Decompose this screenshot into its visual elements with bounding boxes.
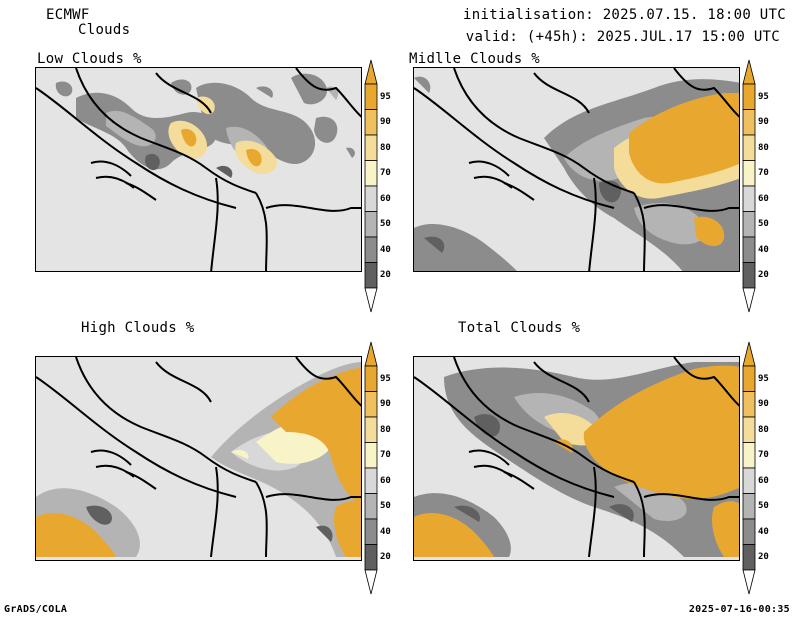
colorbar-segment xyxy=(364,109,378,136)
colorbar-graphic xyxy=(742,59,756,313)
colorbar-segment xyxy=(742,467,756,494)
colorbar-level-label: 90 xyxy=(380,399,391,410)
colorbar-level-label: 70 xyxy=(758,168,769,179)
colorbar-segment xyxy=(364,262,378,289)
colorbar-segment xyxy=(742,185,756,212)
colorbar-bottom-arrow xyxy=(742,569,756,595)
colorbar-segment xyxy=(742,365,756,392)
colorbar-segment xyxy=(742,493,756,520)
colorbar-level-label: 70 xyxy=(380,168,391,179)
colorbar-level-label: 20 xyxy=(758,552,769,563)
colorbar-level-label: 80 xyxy=(380,424,391,435)
colorbar-level-label: 60 xyxy=(380,475,391,486)
colorbar-segment xyxy=(364,416,378,443)
colorbar-segment xyxy=(742,544,756,571)
high-clouds-field xyxy=(36,357,361,557)
colorbar-segment xyxy=(364,211,378,238)
colorbar-level-label: 95 xyxy=(380,91,391,102)
colorbar-level-label: 95 xyxy=(758,373,769,384)
map-panel-middle-clouds xyxy=(413,67,740,272)
colorbar-segment xyxy=(742,391,756,418)
colorbar-graphic xyxy=(742,341,756,595)
colorbar-segment xyxy=(364,442,378,469)
colorbar-top-arrow xyxy=(364,341,378,367)
map-panel-high-clouds xyxy=(35,356,362,561)
product-name: Clouds xyxy=(78,22,131,38)
colorbar-level-label: 60 xyxy=(380,193,391,204)
colorbar-level-label: 70 xyxy=(758,450,769,461)
colorbar-segment xyxy=(364,493,378,520)
colorbar-bottom-arrow xyxy=(364,287,378,313)
colorbar-segment xyxy=(742,134,756,161)
colorbar-level-label: 20 xyxy=(380,270,391,281)
colorbar-level-label: 40 xyxy=(758,526,769,537)
colorbar-segment xyxy=(364,365,378,392)
colorbar-level-label: 20 xyxy=(380,552,391,563)
colorbar-segment xyxy=(742,236,756,263)
colorbar-level-label: 50 xyxy=(380,219,391,230)
colorbar-level-label: 50 xyxy=(380,501,391,512)
colorbar-segment xyxy=(742,262,756,289)
init-time: initialisation: 2025.07.15. 18:00 UTC xyxy=(463,7,786,23)
map-panel-total-clouds xyxy=(413,356,740,561)
colorbar-level-label: 70 xyxy=(380,450,391,461)
colorbar-top-arrow xyxy=(742,341,756,367)
colorbar-level-label: 80 xyxy=(380,142,391,153)
colorbar-level-label: 80 xyxy=(758,142,769,153)
colorbar-middle: 95 90 80 70 60 50 40 20 xyxy=(742,59,782,313)
colorbar-segment xyxy=(742,518,756,545)
colorbar-low: 95 90 80 70 60 50 40 20 xyxy=(364,59,404,313)
colorbar-segment xyxy=(742,211,756,238)
colorbar-graphic xyxy=(364,59,378,313)
colorbar-segment xyxy=(742,442,756,469)
colorbar-level-label: 60 xyxy=(758,193,769,204)
colorbar-level-label: 90 xyxy=(758,399,769,410)
footer-left-credit: GrADS/COLA xyxy=(4,604,68,615)
colorbar-level-label: 40 xyxy=(380,526,391,537)
colorbar-level-label: 20 xyxy=(758,270,769,281)
colorbar-level-label: 95 xyxy=(380,373,391,384)
colorbar-level-label: 50 xyxy=(758,219,769,230)
colorbar-segment xyxy=(742,160,756,187)
colorbar-segment xyxy=(364,518,378,545)
model-name: ECMWF xyxy=(46,7,90,23)
colorbar-bottom-arrow xyxy=(742,287,756,313)
colorbar-segment xyxy=(742,83,756,110)
colorbar-level-label: 40 xyxy=(758,244,769,255)
panel-title-total: Total Clouds % xyxy=(458,320,581,336)
colorbar-level-label: 40 xyxy=(380,244,391,255)
colorbar-level-label: 90 xyxy=(758,117,769,128)
colorbar-level-label: 90 xyxy=(380,117,391,128)
colorbar-segment xyxy=(364,83,378,110)
colorbar-high: 95 90 80 70 60 50 40 20 xyxy=(364,341,404,595)
colorbar-top-arrow xyxy=(742,59,756,85)
total-clouds-field xyxy=(414,357,739,557)
colorbar-top-arrow xyxy=(364,59,378,85)
low-clouds-field xyxy=(36,68,361,271)
colorbar-segment xyxy=(364,134,378,161)
colorbar-level-label: 95 xyxy=(758,91,769,102)
colorbar-segment xyxy=(364,391,378,418)
colorbar-segment xyxy=(742,416,756,443)
panel-title-low: Low Clouds % xyxy=(37,51,142,67)
colorbar-level-label: 50 xyxy=(758,501,769,512)
colorbar-segment xyxy=(364,467,378,494)
footer-right-timestamp: 2025-07-16-00:35 xyxy=(688,604,790,615)
colorbar-segment xyxy=(364,160,378,187)
colorbar-segment xyxy=(742,109,756,136)
valid-time: valid: (+45h): 2025.JUL.17 15:00 UTC xyxy=(465,29,780,45)
panel-title-high: High Clouds % xyxy=(81,320,195,336)
colorbar-bottom-arrow xyxy=(364,569,378,595)
colorbar-segment xyxy=(364,185,378,212)
colorbar-total: 95 90 80 70 60 50 40 20 xyxy=(742,341,782,595)
colorbar-level-label: 80 xyxy=(758,424,769,435)
colorbar-level-label: 60 xyxy=(758,475,769,486)
map-panel-low-clouds xyxy=(35,67,362,272)
colorbar-graphic xyxy=(364,341,378,595)
middle-clouds-field xyxy=(414,68,739,271)
colorbar-segment xyxy=(364,236,378,263)
panel-title-middle: Midlle Clouds % xyxy=(409,51,540,67)
colorbar-segment xyxy=(364,544,378,571)
